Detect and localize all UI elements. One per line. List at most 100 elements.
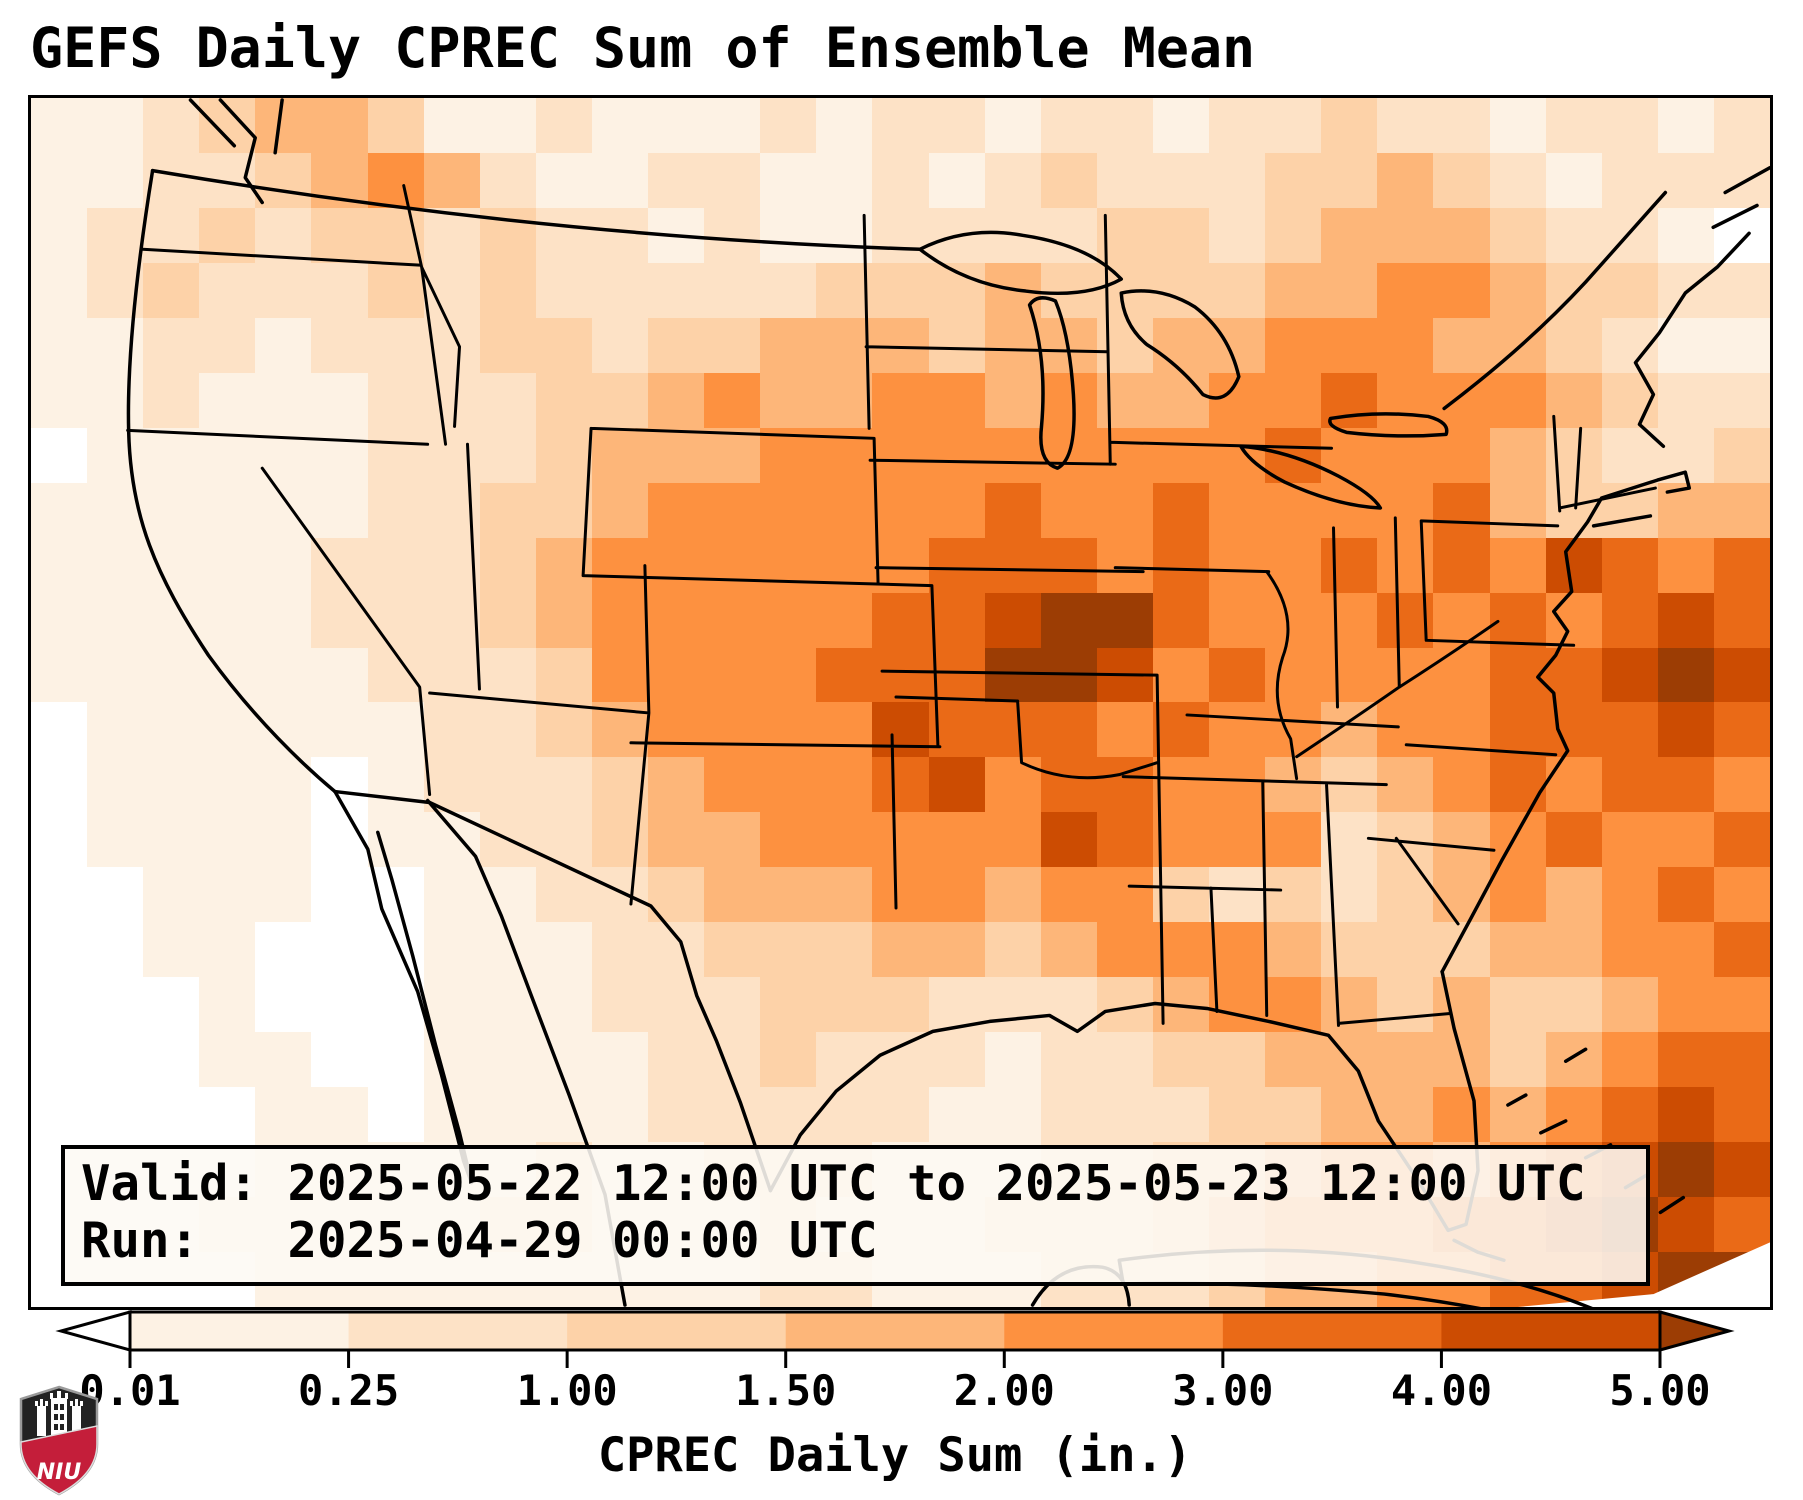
grid-cell (648, 812, 705, 868)
grid-cell (367, 812, 424, 868)
colorbar-axis-label: CPREC Daily Sum (in.) (597, 1428, 1193, 1483)
grid-cell (704, 757, 761, 813)
grid-cell (535, 702, 592, 758)
grid-cell (928, 1087, 985, 1143)
grid-cell (1601, 537, 1658, 593)
grid-cell (311, 867, 368, 923)
grid-cell (143, 207, 200, 263)
grid-cell (872, 1032, 929, 1088)
grid-cell (872, 262, 929, 318)
grid-cell (1489, 1032, 1546, 1088)
grid-cell (1657, 1087, 1714, 1143)
grid-cell (648, 757, 705, 813)
grid-cell (704, 647, 761, 703)
grid-cell (311, 482, 368, 538)
grid-cell (760, 152, 817, 208)
grid-cell (984, 702, 1041, 758)
grid-cell (87, 812, 144, 868)
grid-cell (928, 152, 985, 208)
grid-cell (31, 757, 88, 813)
grid-cell (423, 152, 480, 208)
colorbar-segment (1222, 1312, 1443, 1350)
grid-cell (816, 317, 873, 373)
grid-cell (1657, 812, 1714, 868)
grid-cell (367, 647, 424, 703)
grid-cell (1545, 482, 1602, 538)
grid-cell (1601, 867, 1658, 923)
colorbar-tick-label: 1.50 (735, 1366, 837, 1415)
grid-cell (872, 207, 929, 263)
grid-cell (872, 922, 929, 978)
grid-cell (1433, 98, 1490, 153)
grid-cell (1096, 812, 1153, 868)
grid-cell (255, 152, 312, 208)
grid-cell (1377, 482, 1434, 538)
grid-cell (1040, 152, 1097, 208)
colorbar-tick-label: 1.00 (516, 1366, 618, 1415)
grid-cell (1433, 537, 1490, 593)
grid-cell (87, 427, 144, 483)
grid-cell (1209, 647, 1266, 703)
grid-cell (1545, 207, 1602, 263)
niu-logo: NIU (19, 1385, 99, 1496)
grid-cell (1433, 482, 1490, 538)
grid-cell (199, 592, 256, 648)
grid-cell (367, 372, 424, 428)
grid-cell (535, 427, 592, 483)
grid-cell (816, 977, 873, 1033)
grid-cell (1713, 1032, 1770, 1088)
grid-cell (1489, 867, 1546, 923)
grid-cell (423, 537, 480, 593)
grid-cell (311, 207, 368, 263)
niu-logo-text: NIU (37, 1460, 82, 1485)
grid-cell (1657, 372, 1714, 428)
grid-cell (1545, 317, 1602, 373)
grid-cell (928, 1032, 985, 1088)
grid-cell (591, 977, 649, 1033)
grid-cell (1040, 98, 1097, 153)
grid-cell (1265, 1087, 1322, 1143)
grid-cell (1489, 207, 1546, 263)
grid-cell (367, 757, 424, 813)
grid-cell (367, 592, 424, 648)
grid-cell (1489, 537, 1546, 593)
grid-cell (367, 1032, 424, 1088)
grid-cell (1433, 867, 1490, 923)
grid-cell (535, 922, 592, 978)
grid-cell (872, 427, 929, 483)
grid-cell (1152, 757, 1210, 813)
grid-cell (704, 262, 761, 318)
grid-cell (1040, 702, 1097, 758)
colorbar-tick-label: 5.00 (1609, 1366, 1711, 1415)
grid-cell (423, 372, 480, 428)
grid-cell (199, 1032, 256, 1088)
grid-cell (984, 317, 1041, 373)
grid-cell (816, 482, 873, 538)
grid-cell (1657, 867, 1714, 923)
grid-cell (311, 537, 368, 593)
grid-cell (984, 372, 1041, 428)
grid-cell (1713, 207, 1770, 263)
grid-cell (1489, 977, 1546, 1033)
grid-cell (1040, 537, 1097, 593)
grid-cell (31, 867, 88, 923)
grid-cell (143, 427, 200, 483)
colorbar-segments (130, 1312, 1661, 1350)
grid-cell (1713, 757, 1770, 813)
grid-cell (591, 482, 649, 538)
grid-cell (1657, 757, 1714, 813)
grid-cell (1209, 537, 1266, 593)
colorbar-segment (785, 1312, 1006, 1350)
grid-cell (1152, 427, 1210, 483)
grid-cell (87, 867, 144, 923)
grid-cell (143, 317, 200, 373)
grid-cell (1713, 482, 1770, 538)
grid-cell (1265, 98, 1322, 153)
grid-cell (1657, 262, 1714, 318)
grid-cell (1601, 98, 1658, 153)
grid-cell (816, 98, 873, 153)
grid-cell (311, 702, 368, 758)
grid-cell (311, 922, 368, 978)
grid-cell (1152, 98, 1210, 153)
colorbar-segment (348, 1312, 569, 1350)
